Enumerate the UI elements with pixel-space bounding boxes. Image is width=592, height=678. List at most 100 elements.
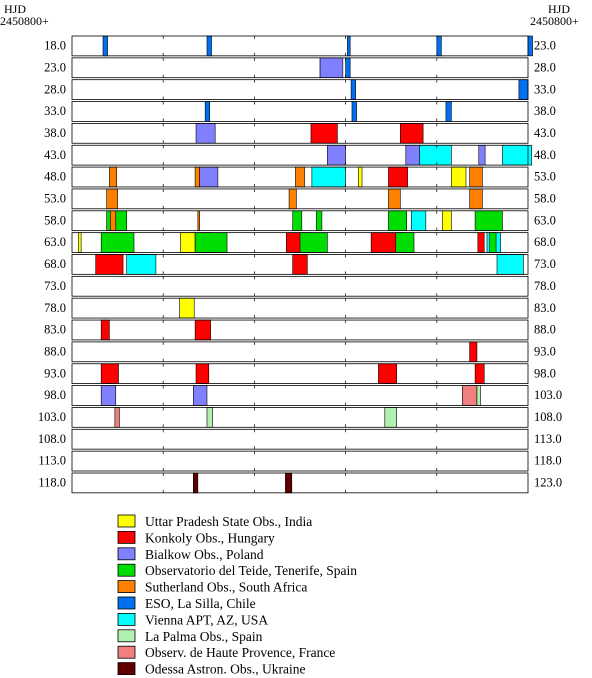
segment-bialkow xyxy=(195,123,216,144)
segment-konkoly xyxy=(474,363,485,384)
segment-eso xyxy=(527,35,533,57)
segment-konkoly xyxy=(400,123,424,144)
left-hjd-label: 78.0 xyxy=(44,301,66,315)
segment-sutherland xyxy=(194,166,200,188)
segment-konkoly xyxy=(469,341,478,363)
left-hjd-label: 118.0 xyxy=(38,476,66,490)
row-frame xyxy=(71,210,529,232)
row-frame xyxy=(71,123,529,144)
segment-sutherland xyxy=(388,188,401,210)
right-hjd-label: 28.0 xyxy=(534,60,556,74)
right-hjd-label: 48.0 xyxy=(534,148,556,162)
legend-swatch-odessa xyxy=(117,662,136,675)
legend-swatch-uttar xyxy=(117,514,136,528)
segment-eso xyxy=(345,57,351,78)
row-frame xyxy=(71,428,529,450)
segment-vienna xyxy=(502,144,532,166)
right-hjd-label: 118.0 xyxy=(534,454,562,468)
segment-bialkow xyxy=(193,385,208,406)
right-hjd-label: 78.0 xyxy=(534,279,556,293)
segment-eso xyxy=(206,35,212,57)
labels-layer: 18.0 23.0 28.0 33.0 38.0 43.0 48.0 53.0 58.0 63.0… xyxy=(38,39,562,490)
legend-label-konkoly: Konkoly Obs., Hungary xyxy=(145,530,275,545)
segment-teide xyxy=(100,232,135,253)
left-hjd-label: 53.0 xyxy=(44,192,66,206)
segment-bialkow xyxy=(405,144,420,166)
row-frame xyxy=(71,35,529,57)
segment-konkoly xyxy=(100,363,119,384)
row-frame xyxy=(71,101,529,122)
left-hjd-label: 48.0 xyxy=(44,170,66,184)
segment-eso xyxy=(347,35,351,57)
row-frame xyxy=(71,254,529,275)
left-hjd-label: 28.0 xyxy=(44,82,66,96)
row-frame xyxy=(71,450,529,472)
segment-teide xyxy=(388,210,407,231)
header-left: HJD 2450800+ xyxy=(0,2,49,28)
segment-sutherland xyxy=(106,188,118,210)
segment-eso xyxy=(518,79,529,100)
legend-swatch-lapalma xyxy=(117,629,136,643)
segment-sutherland xyxy=(197,210,200,231)
segments-layer xyxy=(78,35,533,494)
legend-label-odessa: Odessa Astron. Obs., Ukraine xyxy=(145,662,305,677)
segment-konkoly xyxy=(378,363,397,384)
right-hjd-label: 108.0 xyxy=(534,410,562,424)
segment-konkoly xyxy=(195,363,210,384)
row-frame xyxy=(71,319,529,341)
segment-eso xyxy=(204,101,211,122)
segment-sutherland xyxy=(295,166,305,188)
segment-konkoly xyxy=(477,232,485,253)
row-frame xyxy=(71,472,529,494)
legend-label-eso: ESO, La Silla, Chile xyxy=(145,596,256,611)
left-hjd-label: 38.0 xyxy=(44,126,66,140)
segment-teide xyxy=(115,210,128,231)
segment-konkoly xyxy=(388,166,408,188)
segment-sutherland xyxy=(288,188,297,210)
segment-teide xyxy=(489,232,497,253)
segment-vienna xyxy=(311,166,346,188)
right-hjd-label: 113.0 xyxy=(534,432,562,446)
segment-uttar xyxy=(78,232,82,253)
left-hjd-label: 98.0 xyxy=(44,388,66,402)
legend-label-bialkow: Bialkow Obs., Poland xyxy=(145,547,264,562)
left-hjd-label: 68.0 xyxy=(44,257,66,271)
right-hjd-label: 68.0 xyxy=(534,235,556,249)
segment-bialkow xyxy=(327,144,346,166)
left-hjd-label: 33.0 xyxy=(44,104,66,118)
segment-konkoly xyxy=(310,123,338,144)
row-frame xyxy=(71,297,529,319)
row-frame xyxy=(71,341,529,363)
segment-eso xyxy=(445,101,452,122)
row-frame xyxy=(71,275,529,297)
segment-sutherland xyxy=(469,188,483,210)
row-frame xyxy=(71,57,529,79)
segment-teide xyxy=(194,232,228,253)
legend-swatch-eso xyxy=(117,596,136,610)
legend-label-vienna: Vienna APT, AZ, USA xyxy=(145,612,268,627)
header-right-line1: HJD xyxy=(548,2,570,16)
legend-label-lapalma: La Palma Obs., Spain xyxy=(145,629,263,644)
header-left-line1: HJD xyxy=(4,2,26,16)
segment-odessa xyxy=(285,472,293,494)
segment-vienna xyxy=(410,210,427,231)
left-hjd-label: 73.0 xyxy=(44,279,66,293)
header-right-line2: 2450800+ xyxy=(530,14,579,28)
right-hjd-label: 33.0 xyxy=(534,82,556,96)
segment-eso xyxy=(102,35,108,57)
left-hjd-label: 63.0 xyxy=(44,235,66,249)
legend-swatch-vienna xyxy=(117,613,136,626)
row-frame xyxy=(71,407,529,428)
header-right: HJD 2450800+ xyxy=(530,2,579,28)
segment-sutherland xyxy=(109,166,117,188)
left-hjd-label: 18.0 xyxy=(44,39,66,53)
segment-odessa xyxy=(193,472,199,494)
segment-teide xyxy=(316,210,323,231)
right-hjd-label: 83.0 xyxy=(534,301,556,315)
legend-swatch-ohp xyxy=(117,645,136,659)
legend-label-sutherland: Sutherland Obs., South Africa xyxy=(145,580,307,595)
right-hjd-label: 53.0 xyxy=(534,170,556,184)
segment-teide xyxy=(395,232,415,253)
